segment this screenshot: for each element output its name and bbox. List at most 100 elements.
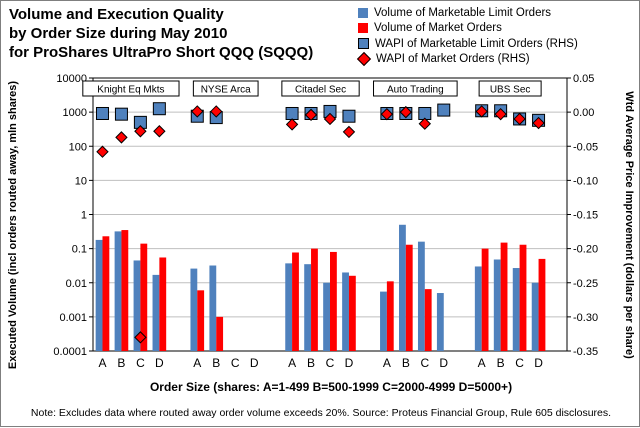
group-label: UBS Sec [490, 85, 531, 96]
x-category-label: B [212, 356, 220, 370]
y-right-tick-label: -0.10 [573, 175, 598, 187]
bar-market-volume [330, 251, 337, 351]
bar-market-volume [159, 257, 167, 351]
marker-wapi-market [532, 116, 545, 130]
bar-marketable-limit-volume [95, 239, 103, 351]
y-left-tick-label: 0.0001 [53, 346, 87, 358]
chart-title-line-1: Volume and Execution Quality [9, 6, 224, 23]
legend-label: Volume of Market Orders [374, 22, 502, 35]
y-left-tick-label: 10000 [56, 73, 87, 85]
y-right-tick-label: -0.20 [573, 244, 598, 256]
y-left-tick-label: 10 [75, 175, 87, 187]
bar-market-volume [405, 244, 413, 351]
chart-title-line-2: by Order Size during May 2010 [9, 25, 228, 42]
group-label: Auto Trading [387, 85, 444, 96]
legend-swatch-red-square [358, 23, 368, 34]
marker-wapi-market [494, 107, 507, 121]
marker-wapi-market [96, 145, 109, 158]
bar-marketable-limit-volume [133, 260, 141, 351]
chart-footnote: Note: Excludes data where routed away or… [30, 407, 612, 419]
bar-marketable-limit-volume [323, 282, 330, 351]
marker-wapi-market [134, 125, 147, 138]
marker-wapi-market [115, 131, 128, 144]
marker-wapi-market [304, 108, 318, 122]
bar-market-volume [311, 248, 318, 351]
marker-wapi-market-extra [134, 331, 147, 344]
legend-item-wapi-market: WAPI of Market Orders (RHS) [356, 52, 578, 68]
marker-wapi-marketable-limit [437, 103, 451, 117]
bar-marketable-limit-volume [474, 266, 482, 351]
marker-wapi-market [380, 107, 394, 121]
bar-marketable-limit-volume [380, 291, 387, 351]
bar-market-volume [102, 236, 110, 351]
y-right-tick-label: -0.25 [573, 278, 598, 290]
x-axis-title: Order Size (shares: A=1-499 B=500-1999 C… [149, 380, 513, 394]
y-left-tick-label: 0.1 [72, 244, 87, 256]
bar-market-volume [538, 258, 546, 351]
marker-wapi-marketable-limit [114, 107, 128, 121]
group-label: Knight Eq Mkts [97, 85, 164, 96]
x-category-label: A [193, 356, 201, 370]
y-axis-left-title-wrap: Executed Volume (incl orders routed away… [5, 81, 21, 369]
x-category-label: D [250, 356, 259, 370]
bar-marketable-limit-volume [190, 268, 198, 351]
y-right-tick-label: -0.05 [573, 141, 598, 153]
x-category-label: A [383, 356, 391, 370]
marker-wapi-market [191, 105, 204, 118]
bar-marketable-limit-volume [417, 241, 425, 351]
bar-market-volume [216, 316, 224, 351]
x-category-label: A [478, 356, 486, 370]
marker-wapi-marketable-limit [95, 106, 109, 120]
legend-item-marketable-limit-volume: Volume of Marketable Limit Orders [358, 5, 578, 21]
legend-swatch-blue-square [358, 7, 368, 18]
legend-item-wapi-marketable-limit: WAPI of Marketable Limit Orders (RHS) [358, 36, 578, 52]
bar-marketable-limit-volume [209, 265, 217, 351]
y-right-tick-label: -0.35 [573, 346, 598, 358]
bar-market-volume [197, 290, 205, 351]
group-label: NYSE Arca [201, 85, 251, 96]
bar-market-volume [140, 243, 148, 351]
x-category-label: B [497, 356, 505, 370]
marker-wapi-marketable-limit [285, 106, 299, 120]
x-category-label: D [345, 356, 354, 370]
marker-wapi-market [399, 105, 413, 119]
marker-wapi-market [285, 118, 299, 131]
group-label-box [82, 80, 180, 97]
x-category-label: D [155, 356, 164, 370]
marker-wapi-market [210, 105, 223, 118]
x-category-label: B [307, 356, 315, 370]
legend-label: Volume of Marketable Limit Orders [374, 6, 552, 19]
chart-legend: Volume of Marketable Limit Orders Volume… [356, 5, 578, 68]
bar-market-volume [292, 252, 299, 351]
x-category-label: C [420, 356, 429, 370]
x-category-label: A [288, 356, 296, 370]
y-right-tick-label: 0.00 [573, 107, 594, 119]
y-axis-left-title: Executed Volume (incl orders routed away… [7, 80, 19, 370]
marker-wapi-market [475, 105, 488, 118]
bar-marketable-limit-volume [114, 231, 122, 351]
bar-marketable-limit-volume [285, 263, 293, 351]
bar-marketable-limit-volume [152, 274, 160, 351]
bar-marketable-limit-volume [436, 293, 444, 351]
bar-marketable-limit-volume [342, 272, 349, 351]
y-right-tick-label: 0.05 [573, 73, 594, 85]
bar-market-volume [424, 289, 432, 351]
group-label-box [373, 80, 458, 97]
bar-market-volume [348, 275, 356, 351]
bar-marketable-limit-volume [304, 264, 312, 351]
marker-wapi-marketable-limit [152, 102, 166, 116]
y-axis-right-title-wrap: Wtd Average Price Improvement (dollars p… [621, 91, 637, 359]
bar-market-volume [519, 244, 527, 351]
marker-wapi-market [418, 117, 432, 130]
y-left-tick-label: 0.001 [59, 312, 87, 324]
y-right-tick-label: -0.15 [573, 210, 598, 222]
y-left-tick-label: 1 [81, 210, 87, 222]
x-category-label: D [439, 356, 448, 370]
x-category-label: B [117, 356, 125, 370]
legend-label: WAPI of Marketable Limit Orders (RHS) [375, 37, 578, 50]
bar-market-volume [481, 248, 489, 351]
y-left-tick-label: 1000 [63, 107, 87, 119]
chart-title-line-3: for ProShares UltraPro Short QQQ (SQQQ) [9, 44, 314, 61]
